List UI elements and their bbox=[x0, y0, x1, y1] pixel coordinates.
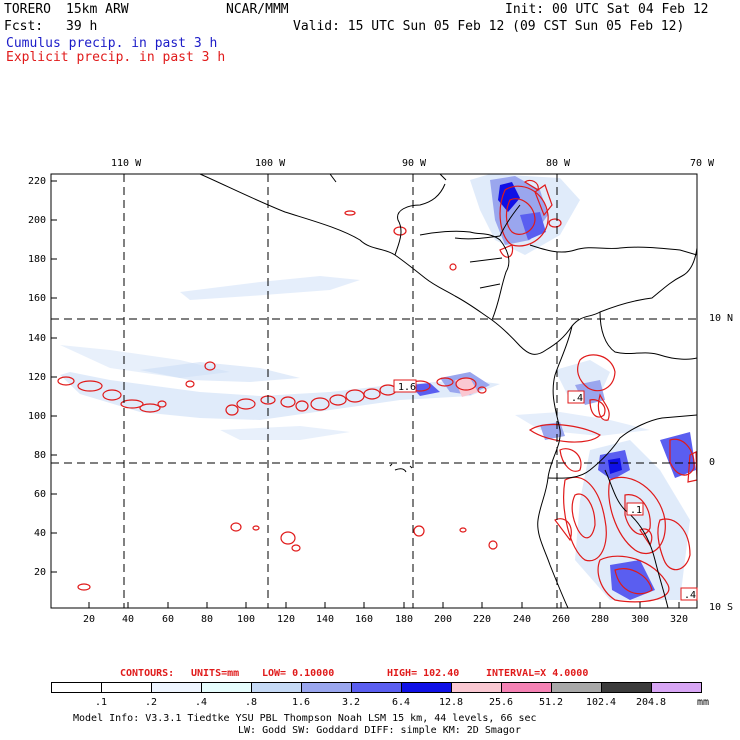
init-time: Init: 00 UTC Sat 04 Feb 12 bbox=[505, 2, 709, 17]
x-tick-220: 220 bbox=[473, 614, 492, 625]
legend-swatch-4 bbox=[201, 682, 252, 693]
x-tick-160: 160 bbox=[355, 614, 374, 625]
legend-label-0.1: .1 bbox=[94, 697, 108, 708]
x-tick-100: 100 bbox=[237, 614, 256, 625]
explicit-precip-contours bbox=[57, 179, 697, 603]
contour-label-2: .4 bbox=[571, 393, 583, 404]
y-tick-100: 100 bbox=[28, 411, 47, 422]
valid-time: Valid: 15 UTC Sun 05 Feb 12 (09 CST Sun … bbox=[293, 19, 685, 34]
lat-label-10s: 10 S bbox=[709, 602, 734, 613]
contour-labels: 1.6 .4 .1 .4 bbox=[393, 379, 698, 601]
y-tick-220: 220 bbox=[28, 176, 47, 187]
y-tick-40: 40 bbox=[34, 528, 47, 539]
y-tick-160: 160 bbox=[28, 293, 47, 304]
model-info-line-2: LW: Godd SW: Goddard DIFF: simple KM: 2D… bbox=[238, 725, 521, 736]
x-tick-20: 20 bbox=[83, 614, 96, 625]
legend-swatch-13 bbox=[651, 682, 702, 693]
lon-label-90w: 90 W bbox=[402, 158, 427, 169]
lon-label-80w: 80 W bbox=[546, 158, 571, 169]
legend-label-204.8: 204.8 bbox=[635, 697, 667, 708]
coastlines bbox=[199, 174, 697, 608]
legend-swatch-5 bbox=[251, 682, 302, 693]
organization: NCAR/MMM bbox=[226, 2, 289, 17]
x-tick-240: 240 bbox=[513, 614, 532, 625]
x-tick-140: 140 bbox=[316, 614, 335, 625]
x-tick-260: 260 bbox=[552, 614, 571, 625]
y-tick-120: 120 bbox=[28, 372, 47, 383]
x-tick-300: 300 bbox=[631, 614, 650, 625]
legend-label-51.2: 51.2 bbox=[538, 697, 564, 708]
y-tick-180: 180 bbox=[28, 254, 47, 265]
model-resolution: 15km ARW bbox=[66, 2, 129, 17]
y-tick-60: 60 bbox=[34, 489, 47, 500]
legend-label-25.6: 25.6 bbox=[488, 697, 514, 708]
x-tick-120: 120 bbox=[277, 614, 296, 625]
cumulus-legend-line: Cumulus precip. in past 3 h bbox=[6, 36, 218, 51]
x-tick-280: 280 bbox=[591, 614, 610, 625]
x-tick-60: 60 bbox=[162, 614, 175, 625]
legend-swatch-1 bbox=[51, 682, 102, 693]
contours-low: LOW= 0.10000 bbox=[262, 668, 335, 679]
contours-interval: INTERVAL=X 4.0000 bbox=[486, 668, 589, 679]
legend-swatch-9 bbox=[451, 682, 502, 693]
y-tick-200: 200 bbox=[28, 215, 47, 226]
contours-label: CONTOURS: bbox=[120, 668, 175, 679]
model-name: TORERO bbox=[4, 2, 51, 17]
legend-label-0.8: .8 bbox=[244, 697, 258, 708]
contour-label-4: .4 bbox=[684, 590, 696, 601]
graticule bbox=[51, 174, 697, 608]
legend-swatch-6 bbox=[301, 682, 352, 693]
contours-units: UNITS=mm bbox=[191, 668, 240, 679]
y-tick-20: 20 bbox=[34, 567, 47, 578]
legend-label-102.4: 102.4 bbox=[585, 697, 617, 708]
forecast-label: Fcst: bbox=[4, 19, 44, 34]
axis-ticks bbox=[51, 180, 680, 608]
legend-label-0.2: .2 bbox=[144, 697, 158, 708]
lon-label-110w: 110 W bbox=[111, 158, 142, 169]
x-tick-200: 200 bbox=[434, 614, 453, 625]
lat-label-10n: 10 N bbox=[709, 313, 734, 324]
legend-label-0.4: .4 bbox=[194, 697, 208, 708]
x-tick-80: 80 bbox=[201, 614, 214, 625]
legend-swatch-11 bbox=[551, 682, 602, 693]
legend-label-3.2: 3.2 bbox=[341, 697, 361, 708]
legend-label-12.8: 12.8 bbox=[438, 697, 464, 708]
forecast-hour: 39 h bbox=[66, 19, 98, 34]
y-tick-140: 140 bbox=[28, 333, 47, 344]
legend-swatch-7 bbox=[351, 682, 402, 693]
x-tick-320: 320 bbox=[670, 614, 689, 625]
lon-label-100w: 100 W bbox=[255, 158, 286, 169]
x-tick-40: 40 bbox=[122, 614, 135, 625]
light-precip-areas bbox=[60, 174, 690, 600]
legend-label-1.6: 1.6 bbox=[291, 697, 311, 708]
y-tick-80: 80 bbox=[34, 450, 47, 461]
model-info-line-1: Model Info: V3.3.1 Tiedtke YSU PBL Thomp… bbox=[73, 713, 537, 724]
lat-label-0: 0 bbox=[709, 457, 716, 468]
legend-swatch-3 bbox=[151, 682, 202, 693]
legend-swatch-10 bbox=[501, 682, 552, 693]
legend-label-6.4: 6.4 bbox=[391, 697, 411, 708]
x-tick-180: 180 bbox=[395, 614, 414, 625]
legend-swatch-2 bbox=[101, 682, 152, 693]
contour-label-1: 1.6 bbox=[398, 382, 416, 393]
map-frame bbox=[50, 173, 698, 609]
explicit-legend-line: Explicit precip. in past 3 h bbox=[6, 50, 226, 65]
contour-label-3: .1 bbox=[630, 505, 642, 516]
lon-label-70w: 70 W bbox=[690, 158, 715, 169]
contours-high: HIGH= 102.40 bbox=[387, 668, 460, 679]
legend-units: mm bbox=[696, 697, 710, 708]
legend-swatch-8 bbox=[401, 682, 452, 693]
legend-swatch-12 bbox=[601, 682, 652, 693]
